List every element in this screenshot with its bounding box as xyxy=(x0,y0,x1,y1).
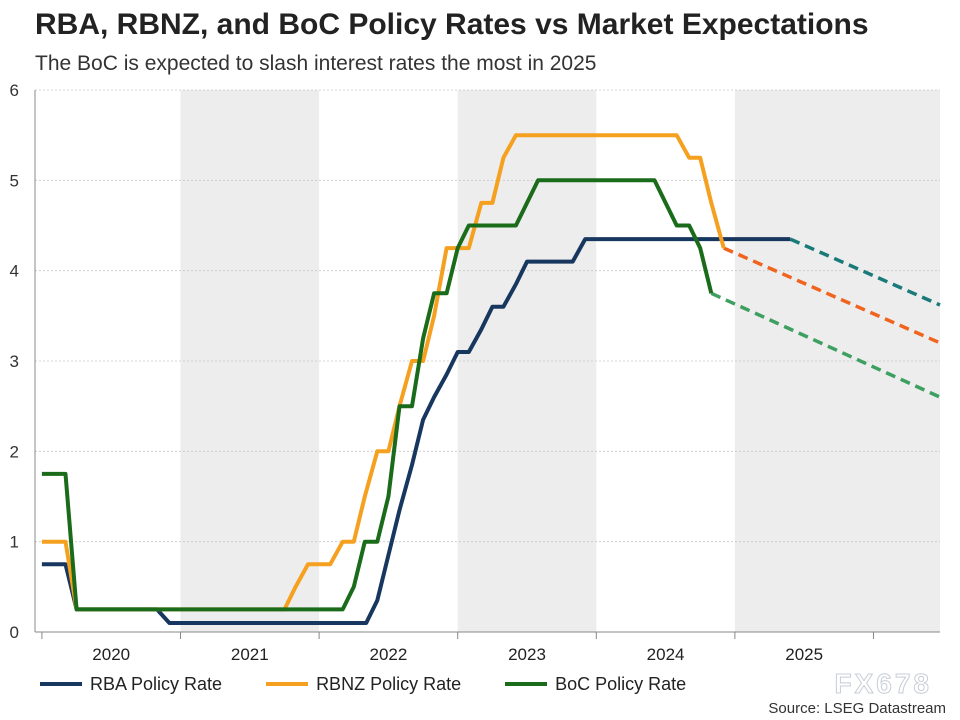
expectation-line-2 xyxy=(710,291,941,399)
x-tick-label-2024: 2024 xyxy=(647,645,685,664)
legend: RBA Policy Rate RBNZ Policy Rate BoC Pol… xyxy=(40,672,730,696)
x-tick-label-2021: 2021 xyxy=(231,645,269,664)
chart-title: RBA, RBNZ, and BoC Policy Rates vs Marke… xyxy=(35,8,869,41)
y-tick-label-6: 6 xyxy=(10,81,19,100)
shaded-year-band-0 xyxy=(180,90,320,632)
legend-item-rbnz: RBNZ Policy Rate xyxy=(266,674,461,695)
y-tick-label-4: 4 xyxy=(10,262,19,281)
watermark-logo: FX678 xyxy=(834,668,932,700)
shaded-year-band-2 xyxy=(734,90,940,632)
legend-swatch-rba xyxy=(40,682,82,686)
legend-label-boc: BoC Policy Rate xyxy=(555,673,687,694)
y-tick-label-2: 2 xyxy=(10,442,19,461)
legend-label-rba: RBA Policy Rate xyxy=(90,673,223,694)
x-tick-label-2023: 2023 xyxy=(508,645,546,664)
x-tick-label-2022: 2022 xyxy=(369,645,407,664)
legend-label-rbnz: RBNZ Policy Rate xyxy=(316,673,462,694)
series-line-boc-policy-rate xyxy=(41,178,714,612)
y-tick-label-5: 5 xyxy=(10,171,19,190)
series-line-rbnz-policy-rate xyxy=(41,133,726,612)
legend-item-rba: RBA Policy Rate xyxy=(40,674,222,695)
legend-swatch-rbnz xyxy=(266,682,309,686)
y-tick-label-3: 3 xyxy=(10,352,19,371)
y-tick-label-0: 0 xyxy=(10,623,19,642)
x-tick-label-2025: 2025 xyxy=(785,645,823,664)
y-tick-label-1: 1 xyxy=(10,533,19,552)
x-tick-label-2020: 2020 xyxy=(92,645,130,664)
source-note: Source: LSEG Datastream xyxy=(768,700,946,717)
series-line-rba-policy-rate xyxy=(41,237,791,625)
legend-item-boc: BoC Policy Rate xyxy=(505,674,686,695)
chart-subtitle: The BoC is expected to slash interest ra… xyxy=(35,52,597,75)
expectation-line-1 xyxy=(723,246,941,345)
expectation-line-0 xyxy=(789,237,941,307)
legend-swatch-boc xyxy=(505,682,548,686)
